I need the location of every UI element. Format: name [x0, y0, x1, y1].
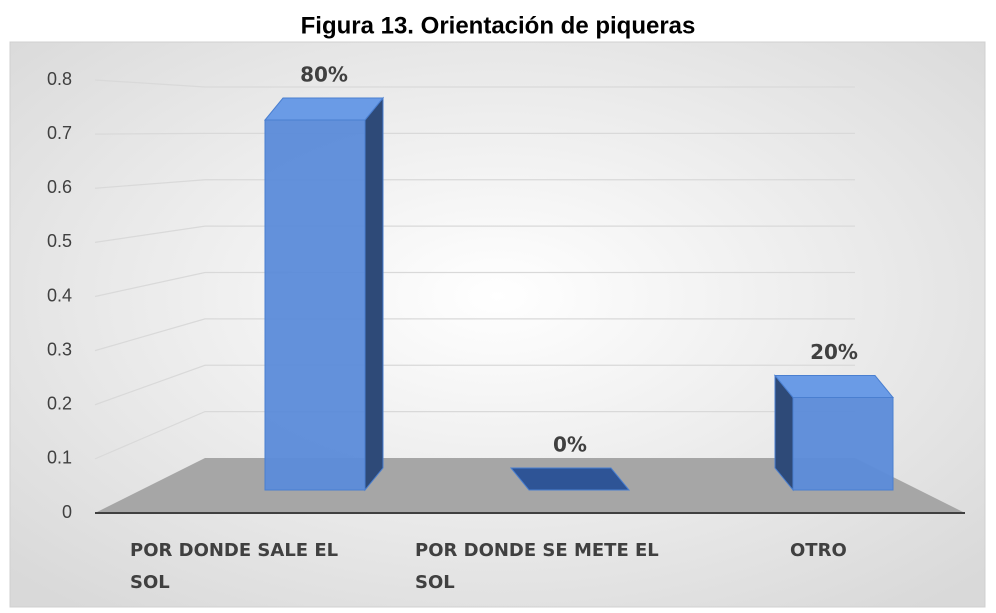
bar-side	[364, 96, 384, 492]
grid-line	[94, 271, 855, 298]
bar	[773, 374, 895, 492]
x-tick-label: OTRO	[790, 540, 847, 561]
grid-line	[94, 318, 855, 352]
grid-line	[94, 364, 855, 406]
y-tick-label: 0.7	[47, 123, 72, 143]
y-tick-label: 0.3	[47, 339, 72, 359]
bar-top	[263, 97, 385, 121]
bar-top	[773, 375, 895, 398]
y-tick-label: 0.4	[47, 285, 72, 305]
y-tick-label: 0.8	[47, 69, 72, 89]
y-tick-label: 0.5	[47, 231, 72, 251]
grid-line	[94, 225, 855, 243]
y-tick-label: 0.1	[47, 448, 72, 468]
plot-background	[9, 41, 986, 608]
bar-front	[792, 397, 894, 491]
data-label: 20%	[810, 340, 858, 364]
bar-top	[509, 467, 631, 491]
bar-front	[264, 119, 366, 491]
y-tick-label: 0.2	[47, 394, 72, 414]
grid-line	[94, 132, 855, 135]
data-label: 80%	[300, 63, 348, 87]
bar	[263, 96, 385, 492]
grid-line	[94, 411, 855, 460]
bar	[509, 467, 631, 491]
chart-title: Figura 13. Orientación de piqueras	[301, 12, 696, 39]
y-tick-label: 0.6	[47, 177, 72, 197]
data-label: 0%	[553, 433, 587, 457]
grid-line	[94, 79, 855, 88]
x-tick-label: POR DONDE SE METE EL SOL	[415, 540, 659, 593]
x-tick-label: POR DONDE SALE EL SOL	[130, 540, 339, 593]
y-tick-label: 0	[62, 502, 72, 522]
grid-line	[94, 179, 855, 189]
